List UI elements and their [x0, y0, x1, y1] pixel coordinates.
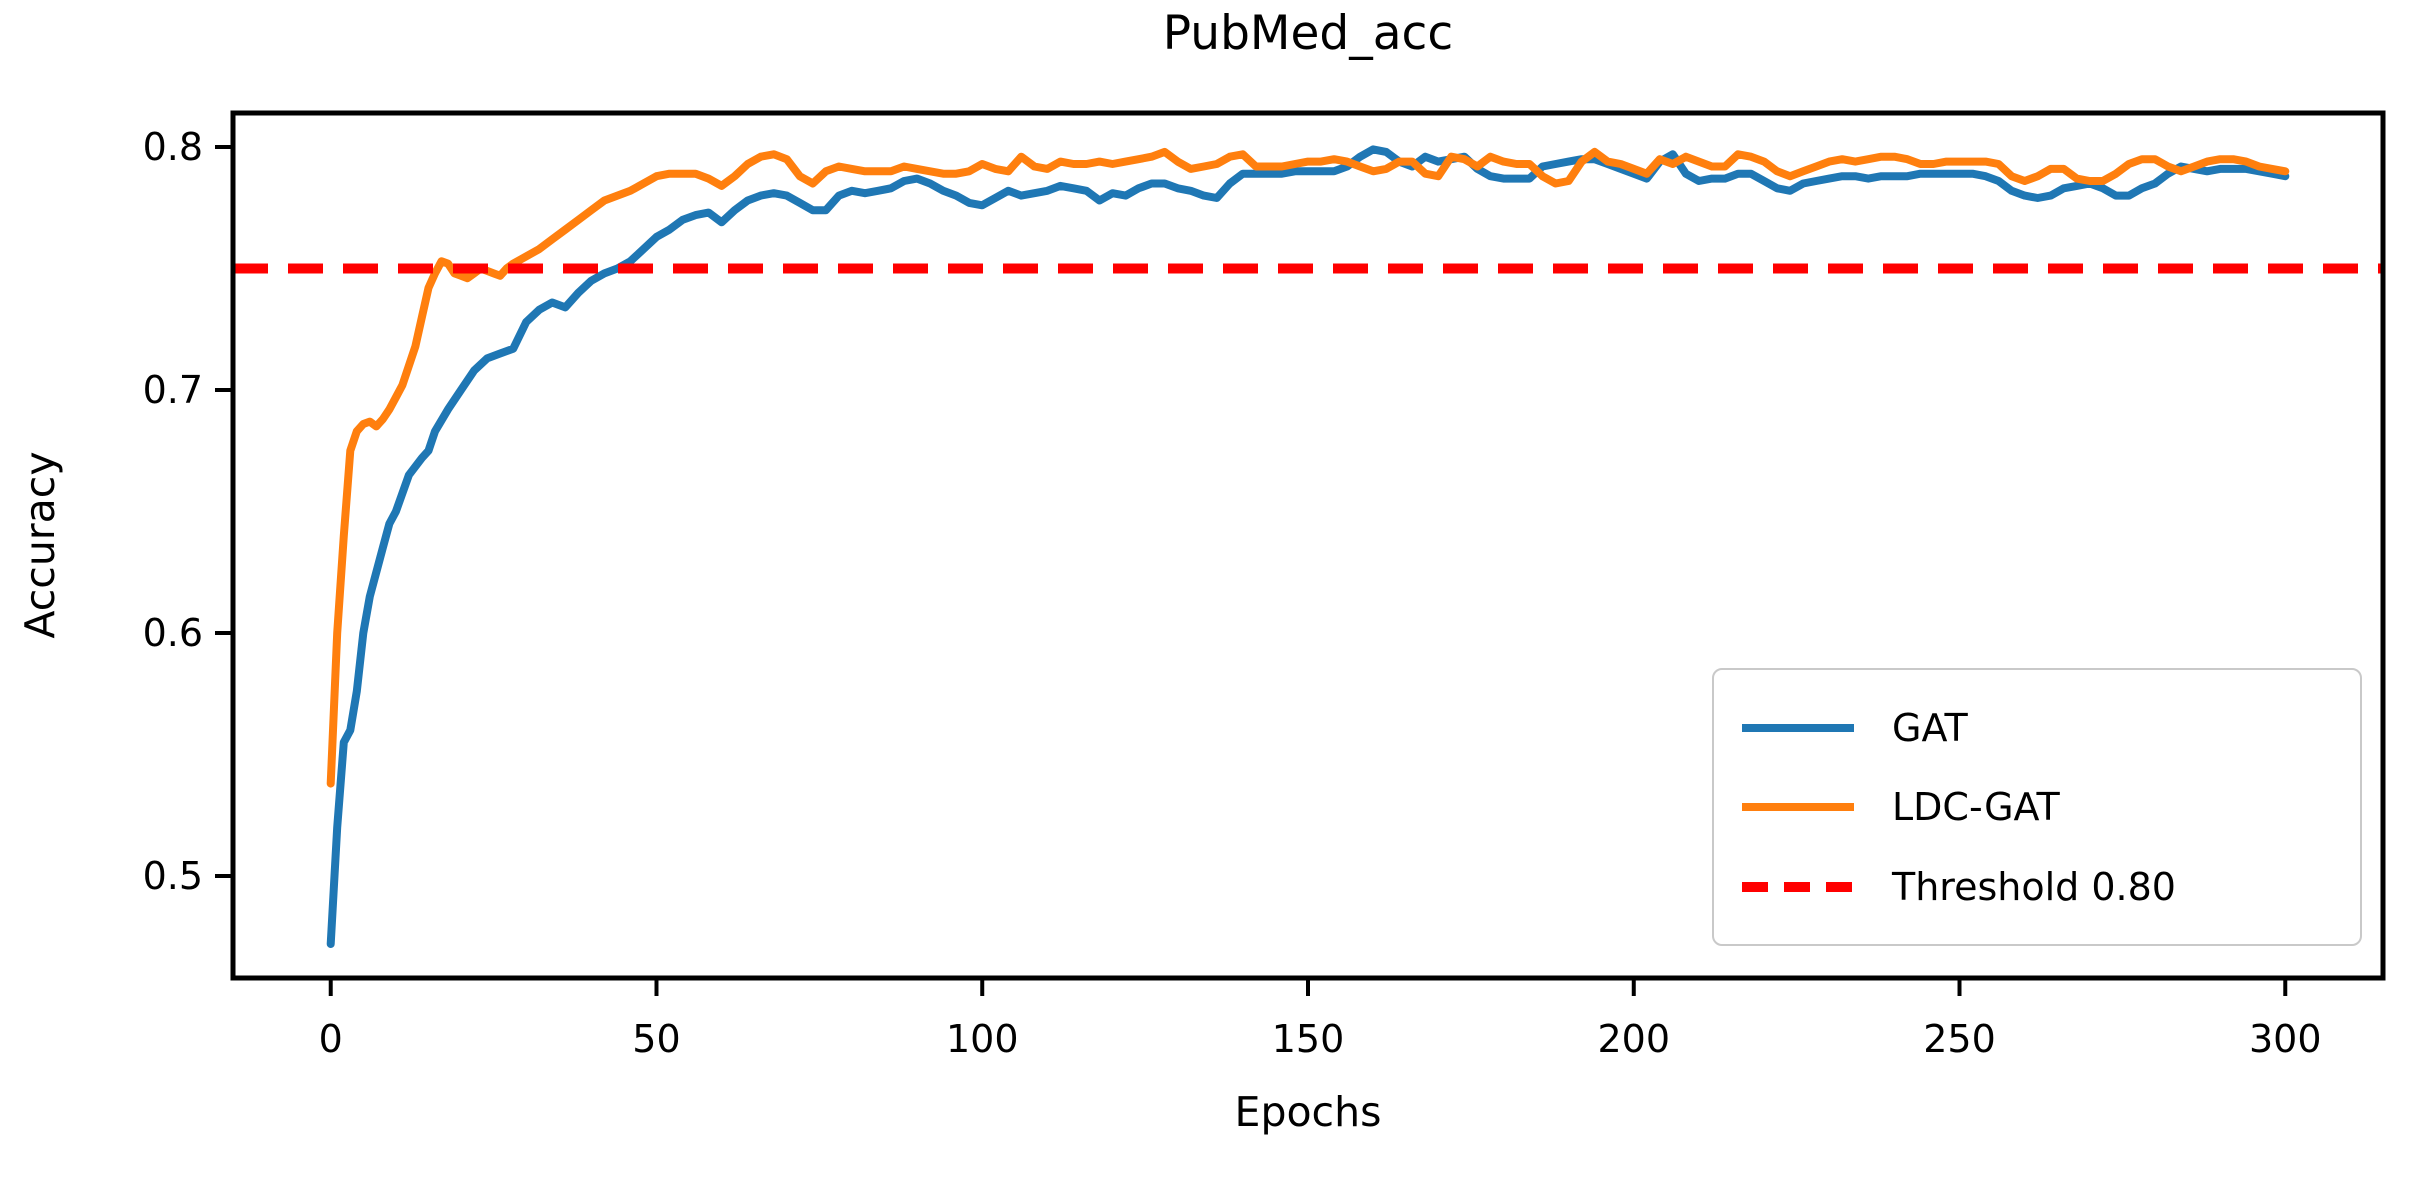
x-axis-label: Epochs	[1234, 1088, 1382, 1136]
legend-label-gat: GAT	[1892, 705, 1968, 750]
gat-line-swatch-icon	[1742, 723, 1854, 732]
legend-row-ldc-gat: LDC-GAT	[1742, 785, 2360, 829]
x-tick-label: 300	[2249, 1017, 2322, 1061]
y-tick-label: 0.8	[143, 125, 203, 169]
y-tick-label: 0.6	[143, 611, 203, 655]
gat-line	[326, 145, 2290, 948]
x-tick-label: 200	[1597, 1017, 1670, 1061]
threshold-line-swatch-icon	[1742, 881, 1854, 892]
ldc-gat-line-swatch-icon	[1742, 803, 1854, 811]
legend-label-threshold: Threshold 0.80	[1892, 864, 2176, 909]
legend-row-gat: GAT	[1742, 706, 2360, 750]
y-tick-label: 0.7	[143, 368, 203, 412]
x-tick-label: 100	[946, 1017, 1019, 1061]
y-axis-label: Accuracy	[16, 451, 64, 639]
y-tick-label: 0.5	[143, 854, 203, 898]
x-tick-label: 250	[1923, 1017, 1996, 1061]
x-tick-label: 50	[632, 1017, 680, 1061]
chart-title: PubMed_acc	[1162, 6, 1454, 61]
x-tick-label: 0	[319, 1017, 343, 1061]
x-tick-label: 150	[1272, 1017, 1345, 1061]
legend: GAT LDC-GAT Threshold 0.80	[1712, 668, 2362, 946]
legend-row-threshold: Threshold 0.80	[1742, 865, 2360, 909]
legend-label-ldc-gat: LDC-GAT	[1892, 785, 2060, 829]
